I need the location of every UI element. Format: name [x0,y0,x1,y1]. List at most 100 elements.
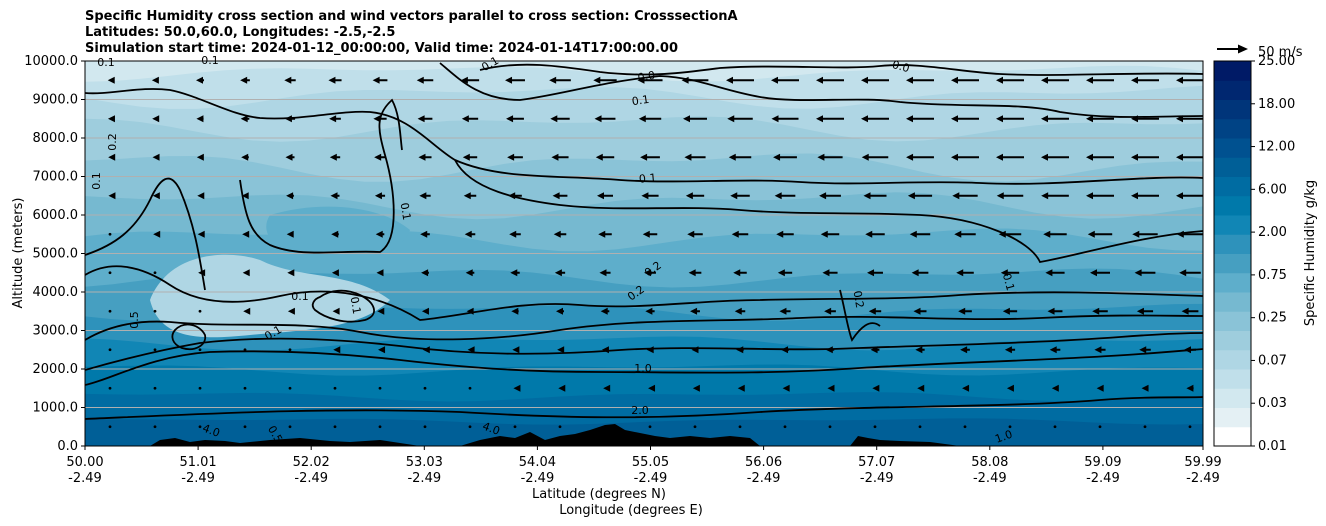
wind-vector-head [865,230,873,238]
terrain-shape [150,438,420,446]
wind-vector-head [731,230,739,238]
wind-vector-head [773,153,781,161]
wind-vector-head [594,115,602,123]
wind-vector-head [637,76,645,84]
wind-vector-head [776,230,784,238]
wind-vector-head [816,115,823,123]
wind-vector [423,425,427,429]
wind-vector [378,386,382,390]
colorbar-swatch [1214,195,1251,216]
wind-vector-head [1047,307,1055,315]
wind-vector-head [960,346,968,354]
y-tick-label: 10000.0 [24,54,78,69]
wind-vector-head [907,192,915,200]
y-tick-label: 8000.0 [33,131,79,146]
contour-line [171,323,207,350]
wind-vector-head [1049,346,1057,354]
wind-vector-head [550,115,558,123]
wind-vector-head [331,269,339,277]
wind-vector-head [727,115,735,123]
contour-line [85,88,1203,185]
colorbar-tick-label: 0.01 [1258,439,1287,454]
wind-vector-head [603,384,611,392]
x-axis-label-lon: Longitude (degrees E) [559,503,703,518]
wind-vector-head [508,192,516,200]
wind-vector [693,425,697,429]
x-axis-label-lat: Latitude (degrees N) [532,487,666,502]
wind-vector-head [911,269,919,277]
wind-vector-head [683,115,691,123]
wind-vector-head [954,230,962,238]
x-tick-label-lon: -2.49 [973,471,1007,486]
wind-vector-head [820,230,828,238]
wind-vector-head [952,192,960,200]
x-tick-label-lat: 57.07 [858,455,895,470]
contour-line [85,314,1203,341]
colorbar-swatch [1214,138,1251,158]
wind-vector-head [553,230,561,238]
x-tick-label-lon: -2.49 [634,471,668,486]
wind-vector [153,271,157,275]
wind-vector-head [558,384,566,392]
wind-vector [153,386,157,390]
x-tick-label-lat: 58.08 [971,455,1008,470]
wind-vector-head [372,76,380,84]
wind-vector-head [909,230,917,238]
wind-vector-head [1139,346,1147,354]
wind-vector-head [329,115,337,123]
contour-label: 0.1 [97,56,115,69]
wind-vector-head [822,269,830,277]
x-tick-label-lat: 55.05 [632,455,669,470]
wind-vector-head [595,153,603,161]
wind-vector-head [1041,153,1048,161]
wind-vector-head [1132,230,1140,238]
fill-band [150,254,390,338]
contour-label: 0.0 [891,58,911,75]
wind-vector-head [771,76,778,84]
wind-vector-head [328,76,336,84]
wind-vector-head [1176,192,1183,200]
wind-vector [738,425,742,429]
contour-label: 0.1 [348,296,364,315]
contour-label: 4.0 [201,422,222,440]
contour-label: 2.0 [631,404,649,417]
wind-vector-head [505,76,513,84]
wind-vector [243,348,247,352]
wind-vector-head [1096,384,1104,392]
wind-vector-head [728,153,736,161]
wind-vector-head [1086,153,1093,161]
wind-vector-head [771,115,779,123]
x-tick-label-lat: 51.01 [179,455,216,470]
contour-line [839,289,881,342]
colorbar-tick-label: 18.00 [1258,97,1295,112]
y-tick-label: 9000.0 [33,93,79,108]
colorbar-swatch [1214,118,1251,139]
wind-vector-head [243,307,251,315]
wind-vector-head [870,346,878,354]
wind-vector-head [287,307,295,315]
wind-vector-head [779,307,787,315]
contour-label: 0.5 [128,311,141,329]
wind-vectors [107,76,1203,429]
colorbar-swatch [1214,215,1251,235]
wind-vector-head [825,346,833,354]
wind-vector-head [466,307,474,315]
chart-title: Specific Humidity cross section and wind… [85,9,738,57]
wind-vector [288,425,292,429]
wind-vector [828,425,832,429]
wind-vector [513,425,517,429]
wind-vector-head [777,269,785,277]
wind-vector [1143,425,1147,429]
wind-vector-head [460,76,468,84]
wind-vector-head [241,192,249,200]
wind-vector-head [819,192,827,200]
x-tick-label-lat: 53.03 [406,455,443,470]
wind-vector-head [151,76,159,84]
wind-vector-head [1179,269,1187,277]
y-tick-label: 7000.0 [33,170,79,185]
wind-vector-head [593,76,601,84]
wind-vector-head [512,346,520,354]
wind-vector-head [782,384,790,392]
colorbar-tick-label: 25.00 [1258,54,1295,69]
wind-vector-head [557,346,565,354]
